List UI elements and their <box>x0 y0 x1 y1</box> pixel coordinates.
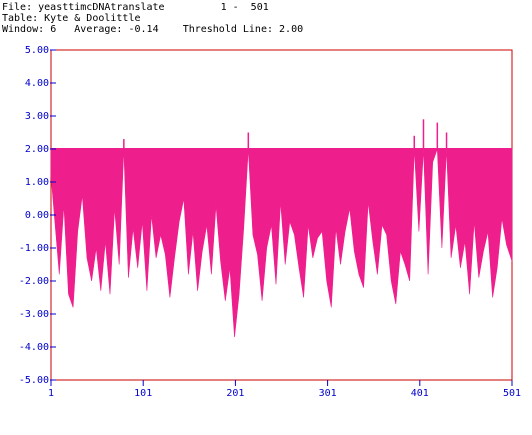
y-tick-label: 4.00 <box>25 78 49 89</box>
x-tick-label: 1 <box>48 388 54 399</box>
y-tick-label: 0.00 <box>25 210 49 221</box>
y-tick-label: 5.00 <box>25 45 49 56</box>
x-tick-label: 501 <box>503 388 521 399</box>
x-tick-label: 401 <box>411 388 429 399</box>
threshold-label: Threshold Line: <box>182 24 273 35</box>
threshold-value: 2.00 <box>279 24 304 35</box>
y-tick-label: -1.00 <box>19 243 49 254</box>
x-tick-label: 101 <box>134 388 152 399</box>
table-label: Table: <box>2 13 39 24</box>
file-name: yeasttimcDNAtranslate <box>38 2 165 13</box>
x-axis: 1 101 201 301 401 501 <box>48 380 521 399</box>
y-tick-label: -5.00 <box>19 375 49 386</box>
average-value: -0.14 <box>128 24 159 35</box>
window-label: Window: <box>2 24 45 35</box>
window-value: 6 <box>50 24 57 35</box>
y-tick-label: 1.00 <box>25 177 49 188</box>
header-line-3: Window: 6 Average: -0.14 Threshold Line:… <box>2 24 303 35</box>
plot-fill <box>50 119 513 338</box>
y-tick-label: -2.00 <box>19 276 49 287</box>
table-name: Kyte & Doolittle <box>44 13 141 24</box>
x-tick-label: 201 <box>226 388 244 399</box>
file-label: File: <box>2 2 33 13</box>
average-label: Average: <box>74 24 123 35</box>
sequence-range: 1 - 501 <box>220 2 269 13</box>
hydropathy-area <box>50 148 513 338</box>
x-tick-label: 301 <box>319 388 337 399</box>
header-line-1: File: yeasttimcDNAtranslate 1 - 501 <box>2 2 269 13</box>
y-tick-label: -4.00 <box>19 342 49 353</box>
y-tick-label: 2.00 <box>25 144 49 155</box>
y-tick-label: 3.00 <box>25 111 49 122</box>
header-line-2: Table: Kyte & Doolittle <box>2 13 140 24</box>
y-axis: 5.00 4.00 3.00 2.00 1.00 0.00 -1.00 -2.00 -3.00 -… <box>19 45 56 386</box>
y-tick-label: -3.00 <box>19 309 49 320</box>
